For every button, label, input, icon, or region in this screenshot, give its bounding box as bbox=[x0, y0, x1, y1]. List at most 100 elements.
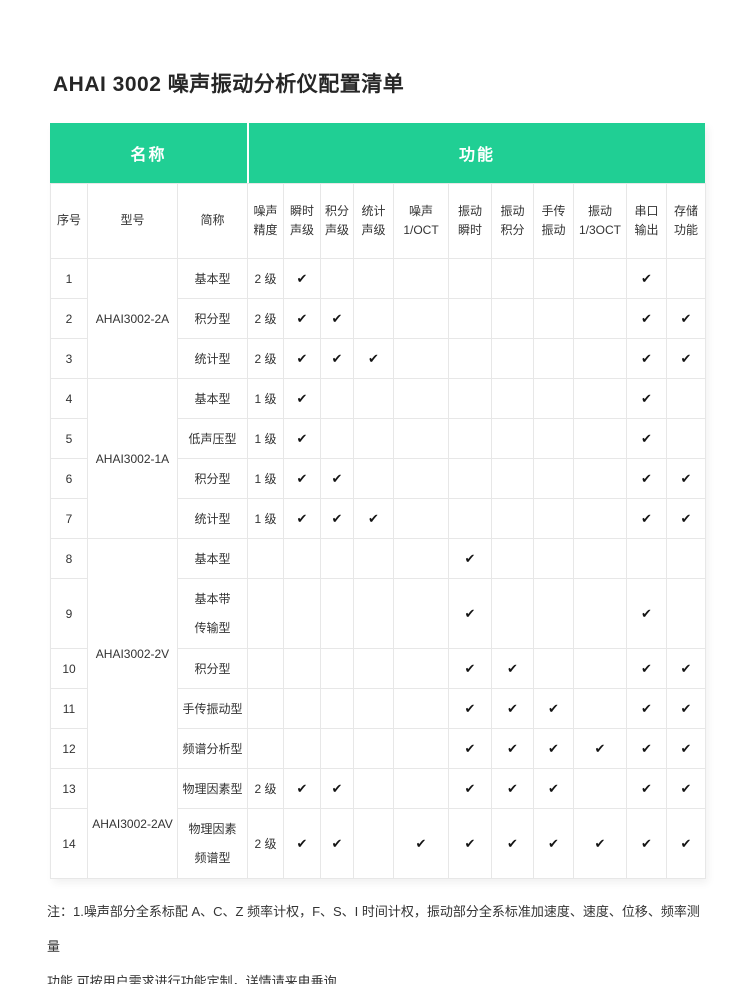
cell-hand-vib bbox=[533, 538, 574, 579]
cell-hand-vib: ✔ bbox=[533, 728, 574, 769]
cell-integ-level bbox=[320, 538, 354, 579]
table-row: 14 物理因素 频谱型 2 级 ✔ ✔ ✔ ✔ ✔ ✔ ✔ ✔ ✔ bbox=[50, 808, 706, 879]
cell-vib-inst: ✔ bbox=[448, 578, 492, 649]
spec-table: 序号 型号 简称 噪声 精度 瞬时 声级 积分 声级 统计 声级 噪声 1/OCT 振动 瞬时 振动 积分 手传振… bbox=[50, 183, 706, 879]
cell-integ-level bbox=[320, 728, 354, 769]
cell-inst-level bbox=[283, 688, 321, 729]
check-icon: ✔ bbox=[507, 780, 518, 796]
check-icon: ✔ bbox=[641, 350, 652, 366]
cell-stat-level bbox=[353, 538, 394, 579]
cell-vib-13oct: ✔ bbox=[573, 728, 627, 769]
cell-short-name: 手传振动型 bbox=[177, 688, 248, 729]
cell-vib-inst: ✔ bbox=[448, 648, 492, 689]
cell-vib-integ bbox=[491, 298, 534, 339]
table-row: 8 AHAI3002-2V 基本型 ✔ bbox=[50, 538, 706, 769]
cell-vib-integ bbox=[491, 458, 534, 499]
cell-hand-vib bbox=[533, 378, 574, 419]
check-icon: ✔ bbox=[464, 550, 476, 566]
cell-serial: 2 bbox=[50, 298, 88, 339]
cell-stat-level bbox=[353, 728, 394, 769]
cell-inst-level: ✔ bbox=[283, 808, 321, 879]
cell-inst-level: ✔ bbox=[283, 418, 321, 459]
cell-hand-vib bbox=[533, 258, 574, 299]
cell-serial: 11 bbox=[50, 688, 88, 729]
group-header-name: 名称 bbox=[130, 147, 167, 164]
table-row: 13 AHAI3002-2AV 物理因素型 2 级 ✔ ✔ ✔ ✔ ✔ ✔ ✔ bbox=[50, 768, 706, 879]
check-icon: ✔ bbox=[594, 835, 606, 851]
cell-short-name: 低声压型 bbox=[177, 418, 248, 459]
cell-noise-class bbox=[247, 648, 284, 689]
table-row: 7 统计型 1 级 ✔ ✔ ✔ ✔ ✔ bbox=[50, 498, 706, 539]
footnote: 注：1.噪声部分全系标配 A、C、Z 频率计权，F、S、I 时间计权，振动部分全… bbox=[47, 894, 709, 984]
cell-inst-level: ✔ bbox=[283, 768, 321, 809]
cell-noise-class bbox=[247, 688, 284, 729]
check-icon: ✔ bbox=[641, 700, 652, 716]
cell-stat-level bbox=[353, 258, 394, 299]
cell-noise-1oct bbox=[393, 728, 449, 769]
cell-model: AHAI3002-2AV bbox=[87, 768, 178, 879]
check-icon: ✔ bbox=[680, 740, 692, 756]
cell-noise-class: 1 级 bbox=[247, 378, 284, 419]
cell-serial-out: ✔ bbox=[626, 258, 667, 299]
column-header-hand-vib: 手传 振动 bbox=[533, 183, 574, 259]
cell-serial-out: ✔ bbox=[626, 648, 667, 689]
check-icon: ✔ bbox=[680, 310, 692, 326]
column-header-storage: 存储 功能 bbox=[666, 183, 706, 259]
cell-integ-level: ✔ bbox=[320, 808, 354, 879]
cell-integ-level bbox=[320, 648, 354, 689]
check-icon: ✔ bbox=[507, 700, 518, 716]
check-icon: ✔ bbox=[464, 835, 476, 851]
cell-noise-1oct bbox=[393, 258, 449, 299]
cell-integ-level bbox=[320, 258, 354, 299]
cell-noise-class: 2 级 bbox=[247, 338, 284, 379]
cell-storage bbox=[666, 378, 706, 419]
table-row: 11 手传振动型 ✔ ✔ ✔ ✔ ✔ bbox=[50, 688, 706, 729]
check-icon: ✔ bbox=[507, 740, 518, 756]
cell-integ-level: ✔ bbox=[320, 298, 354, 339]
cell-serial: 12 bbox=[50, 728, 88, 769]
cell-model: AHAI3002-1A bbox=[87, 378, 178, 539]
cell-noise-class: 2 级 bbox=[247, 298, 284, 339]
cell-noise-class: 1 级 bbox=[247, 418, 284, 459]
check-icon: ✔ bbox=[641, 780, 652, 796]
cell-vib-inst bbox=[448, 498, 492, 539]
check-icon: ✔ bbox=[464, 700, 476, 716]
cell-storage: ✔ bbox=[666, 728, 706, 769]
check-icon: ✔ bbox=[331, 310, 343, 326]
cell-hand-vib bbox=[533, 338, 574, 379]
cell-vib-integ: ✔ bbox=[491, 648, 534, 689]
cell-vib-integ: ✔ bbox=[491, 768, 534, 809]
check-icon: ✔ bbox=[680, 835, 692, 851]
cell-noise-class: 2 级 bbox=[247, 258, 284, 299]
cell-inst-level bbox=[283, 728, 321, 769]
cell-noise-1oct bbox=[393, 338, 449, 379]
cell-serial-out bbox=[626, 538, 667, 579]
cell-serial: 5 bbox=[50, 418, 88, 459]
column-header-vib-inst: 振动 瞬时 bbox=[448, 183, 492, 259]
cell-vib-inst bbox=[448, 298, 492, 339]
footnote-line-1: 注：1.噪声部分全系标配 A、C、Z 频率计权，F、S、I 时间计权，振动部分全… bbox=[47, 904, 700, 954]
cell-hand-vib bbox=[533, 648, 574, 689]
column-header-model: 型号 bbox=[87, 183, 178, 259]
cell-noise-1oct: ✔ bbox=[393, 808, 449, 879]
cell-vib-inst bbox=[448, 418, 492, 459]
cell-serial-out: ✔ bbox=[626, 728, 667, 769]
cell-short-name: 积分型 bbox=[177, 458, 248, 499]
cell-vib-13oct: ✔ bbox=[573, 808, 627, 879]
cell-integ-level: ✔ bbox=[320, 498, 354, 539]
cell-vib-integ: ✔ bbox=[491, 728, 534, 769]
check-icon: ✔ bbox=[296, 350, 308, 366]
column-header-serial: 序号 bbox=[50, 183, 88, 259]
column-header-vib-integ: 振动 积分 bbox=[491, 183, 534, 259]
cell-noise-1oct bbox=[393, 298, 449, 339]
cell-vib-13oct bbox=[573, 768, 627, 809]
check-icon: ✔ bbox=[296, 310, 308, 326]
cell-vib-inst bbox=[448, 258, 492, 299]
cell-storage: ✔ bbox=[666, 458, 706, 499]
check-icon: ✔ bbox=[368, 510, 379, 526]
cell-integ-level bbox=[320, 688, 354, 729]
check-icon: ✔ bbox=[680, 660, 692, 676]
cell-vib-inst: ✔ bbox=[448, 768, 492, 809]
cell-serial-out: ✔ bbox=[626, 338, 667, 379]
